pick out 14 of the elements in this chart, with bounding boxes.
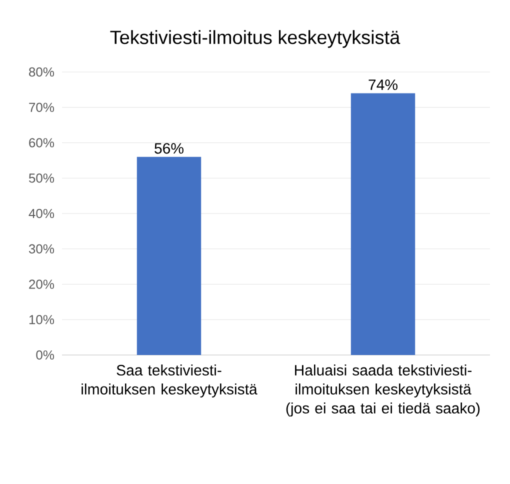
y-tick-label: 20% [29, 280, 54, 289]
y-tick-label: 80% [29, 67, 54, 77]
data-label: 56% [154, 143, 184, 154]
y-tick-label: 40% [28, 208, 54, 218]
y-tick-label: 0% [36, 350, 54, 360]
y-tick-label: 60% [29, 138, 54, 148]
y-tick-label: 30% [28, 244, 54, 254]
y-tick-label: 10% [29, 315, 54, 324]
y-tick-label: 70% [29, 102, 54, 112]
x-tick-label: Saa tekstiviesti-ilmoituksen keskeytyksistä [82, 364, 258, 398]
y-tick-label: 50% [28, 174, 54, 183]
data-label: 74% [368, 80, 398, 90]
chart-title: Tekstiviesti-ilmoitus keskeytyksistä [110, 30, 400, 48]
x-tick-label: Haluaisi saada tekstiviesti-ilmoituksen keskeytyksistä (jos ei saa tai ei tiedä saako) [286, 364, 480, 416]
